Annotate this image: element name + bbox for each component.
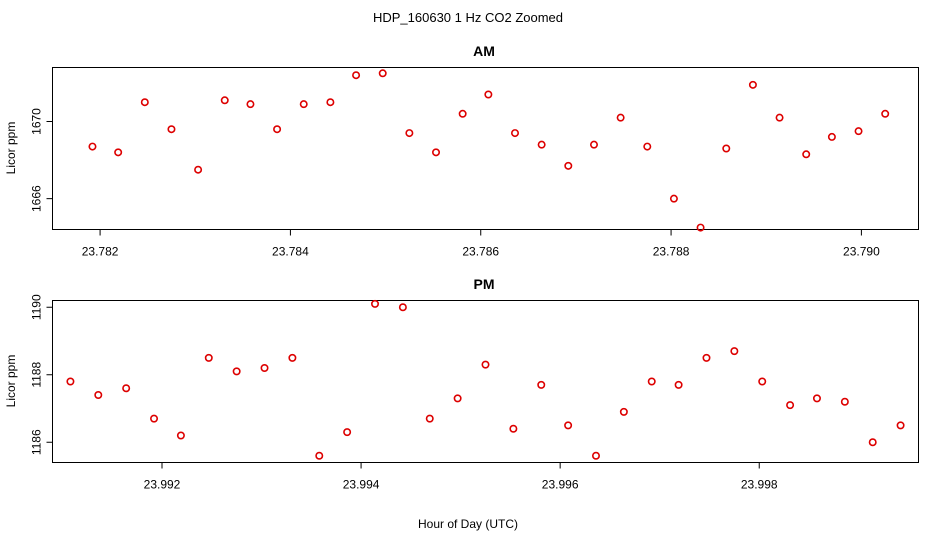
- pm-data-point: [122, 384, 131, 393]
- am-data-point: [299, 100, 308, 109]
- am-data-point: [405, 129, 414, 138]
- pm-data-point: [840, 397, 849, 406]
- pm-data-point: [647, 377, 656, 386]
- am-data-point: [775, 113, 784, 122]
- am-data-point: [537, 140, 546, 149]
- am-data-point: [220, 96, 229, 105]
- am-xtick-label: 23.784: [272, 245, 309, 259]
- pm-plot-frame: [52, 300, 919, 463]
- pm-data-point: [398, 303, 407, 312]
- am-data-point: [643, 142, 652, 151]
- pm-xticks: 23.992 23.994 23.996 23.998: [144, 462, 778, 492]
- am-data-point: [194, 165, 203, 174]
- pm-data-point: [288, 353, 297, 362]
- pm-data-point: [812, 394, 821, 403]
- pm-panel-title: PM: [474, 276, 495, 292]
- pm-data-point: [371, 299, 380, 308]
- am-xtick-label: 23.782: [82, 245, 119, 259]
- pm-data-point: [204, 353, 213, 362]
- am-data-point: [273, 125, 282, 134]
- pm-data-point: [94, 390, 103, 399]
- am-xtick-label: 23.788: [653, 245, 690, 259]
- pm-data-point: [896, 421, 905, 430]
- pm-xtick-label: 23.996: [542, 478, 579, 492]
- am-ylabel: Licor ppm: [4, 122, 18, 175]
- pm-data-point: [730, 347, 739, 356]
- pm-data-point: [868, 438, 877, 447]
- am-data-point: [378, 69, 387, 78]
- am-data-point: [432, 148, 441, 157]
- pm-xtick-label: 23.994: [343, 478, 380, 492]
- am-data-point: [484, 90, 493, 99]
- pm-yticks: 1186 1188 1190: [30, 294, 53, 455]
- pm-data-point: [425, 414, 434, 423]
- pm-data-point: [786, 401, 795, 410]
- pm-data-point: [260, 363, 269, 372]
- pm-data-point: [150, 414, 159, 423]
- am-plot-frame: [52, 67, 919, 230]
- figure-title: HDP_160630 1 Hz CO2 Zoomed: [373, 10, 563, 25]
- am-data-point: [88, 142, 97, 151]
- pm-ytick-label: 1186: [30, 429, 44, 455]
- am-ytick-label: 1670: [30, 108, 44, 135]
- am-data-point: [326, 98, 335, 107]
- pm-data-point: [619, 407, 628, 416]
- pm-ytick-label: 1190: [30, 294, 44, 320]
- am-data-point: [696, 223, 705, 232]
- am-data-point: [140, 98, 149, 107]
- pm-data-point: [537, 380, 546, 389]
- am-panel-title: AM: [473, 43, 495, 59]
- am-data-point: [246, 100, 255, 109]
- am-data-point: [564, 161, 573, 170]
- am-xticks: 23.782 23.784 23.786 23.788 23.790: [82, 229, 880, 259]
- pm-data-point: [232, 367, 241, 376]
- am-points: [88, 69, 890, 232]
- pm-data-point: [564, 421, 573, 430]
- pm-data-point: [591, 451, 600, 460]
- am-data-point: [669, 194, 678, 203]
- am-panel: AM Licor ppm 23.782 23.784 23.786 23.788 23.…: [4, 43, 919, 259]
- x-axis-label: Hour of Day (UTC): [418, 517, 518, 531]
- pm-data-point: [66, 377, 75, 386]
- pm-xtick-label: 23.992: [144, 478, 181, 492]
- pm-panel: PM Licor ppm 23.992 23.994 23.996 23.998 11…: [4, 276, 919, 492]
- am-data-point: [802, 150, 811, 159]
- am-data-point: [458, 109, 467, 118]
- am-data-point: [881, 109, 890, 118]
- pm-xtick-label: 23.998: [741, 478, 778, 492]
- pm-ytick-label: 1188: [30, 362, 44, 388]
- am-yticks: 1666 1670: [30, 108, 53, 212]
- pm-data-point: [315, 451, 324, 460]
- pm-data-point: [481, 360, 490, 369]
- pm-data-point: [674, 380, 683, 389]
- pm-data-point: [509, 424, 518, 433]
- pm-data-point: [702, 353, 711, 362]
- am-data-point: [167, 125, 176, 134]
- am-data-point: [589, 140, 598, 149]
- pm-data-point: [176, 431, 185, 440]
- pm-data-point: [453, 394, 462, 403]
- pm-ylabel: Licor ppm: [4, 355, 18, 408]
- pm-data-point: [343, 428, 352, 437]
- am-data-point: [616, 113, 625, 122]
- am-data-point: [511, 129, 520, 138]
- pm-data-point: [758, 377, 767, 386]
- am-data-point: [352, 71, 361, 80]
- am-data-point: [827, 132, 836, 141]
- pm-points: [66, 299, 905, 460]
- am-xtick-label: 23.790: [843, 245, 880, 259]
- am-data-point: [114, 148, 123, 157]
- am-ytick-label: 1666: [30, 185, 44, 212]
- am-data-point: [722, 144, 731, 153]
- am-data-point: [748, 80, 757, 89]
- am-data-point: [854, 127, 863, 136]
- am-xtick-label: 23.786: [462, 245, 499, 259]
